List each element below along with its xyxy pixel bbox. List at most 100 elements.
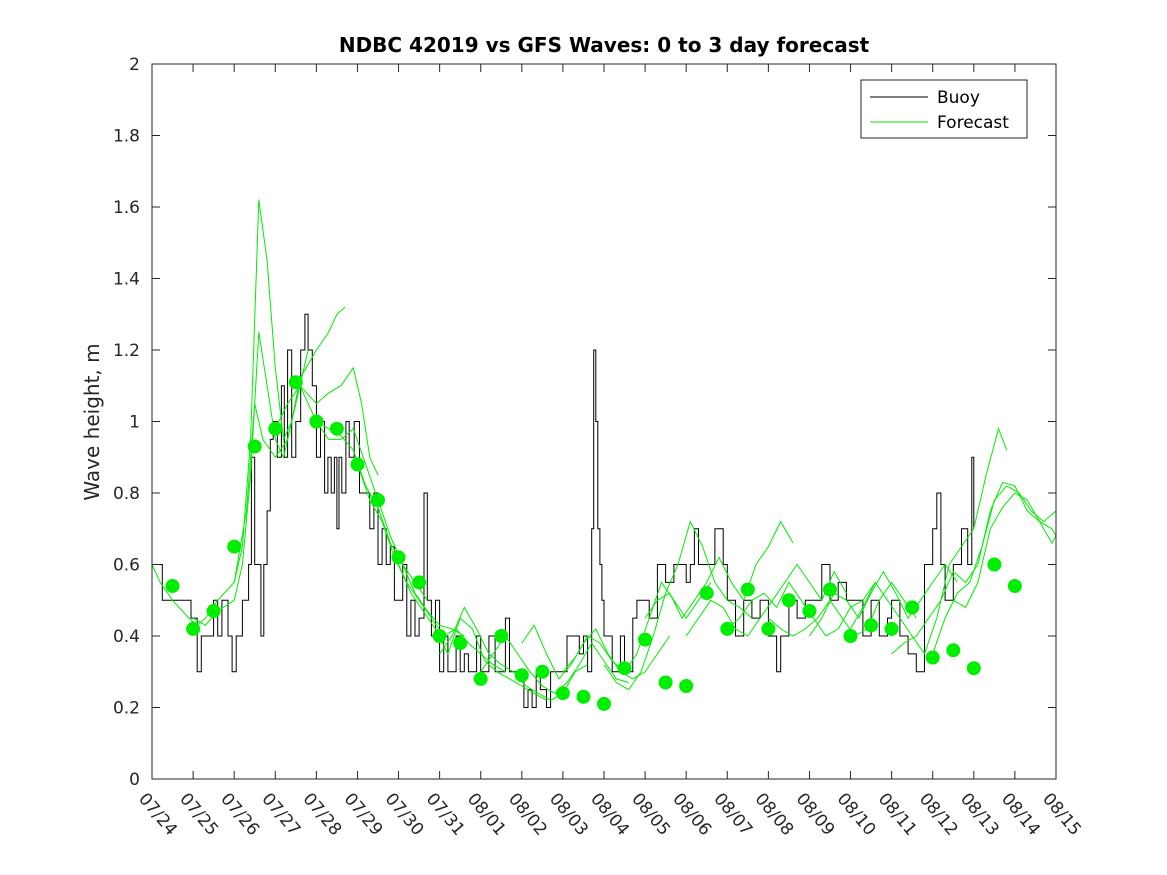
forecast-line [152, 199, 309, 626]
forecast-point [288, 375, 303, 390]
forecast-point [309, 414, 324, 429]
x-tick-label: 07/28 [299, 789, 346, 839]
x-tick-label: 08/15 [1038, 789, 1085, 839]
x-tick-label: 08/12 [915, 789, 962, 839]
forecast-point [925, 650, 940, 665]
y-tick-label: 1.4 [113, 270, 140, 290]
y-tick-label: 0 [129, 770, 140, 790]
forecast-line [850, 427, 1008, 656]
forecast-line [398, 564, 547, 701]
y-tick-label: 1.2 [113, 341, 140, 361]
forecast-line [316, 421, 465, 637]
forecast-point [781, 593, 796, 608]
x-tick-label: 07/29 [340, 789, 387, 839]
y-tick-label: 0.2 [113, 699, 140, 719]
x-tick-label: 08/14 [997, 789, 1044, 839]
forecast-point [165, 579, 180, 593]
x-tick-label: 08/06 [668, 789, 715, 839]
chart-title: NDBC 42019 vs GFS Waves: 0 to 3 day fore… [339, 33, 870, 57]
forecast-point [494, 629, 509, 643]
legend-box [860, 79, 1028, 139]
forecast-point [699, 586, 714, 601]
forecast-point [514, 668, 529, 683]
buoy-line [152, 313, 975, 708]
forecast-line [685, 563, 847, 637]
forecast-point [555, 686, 570, 701]
forecast-point [823, 582, 837, 597]
x-tick-label: 07/26 [216, 789, 263, 839]
y-tick-label: 0.8 [113, 484, 140, 504]
forecast-point [371, 493, 385, 508]
y-tick-label: 0.4 [113, 627, 140, 647]
x-tick-label: 08/10 [833, 789, 880, 839]
x-tick-label: 08/13 [956, 789, 1003, 839]
x-tick-label: 07/24 [134, 789, 181, 839]
forecast-point [329, 421, 344, 436]
forecast-point [412, 575, 427, 590]
forecast-point [761, 621, 776, 636]
y-tick-label: 1.8 [113, 127, 140, 147]
forecast-point [617, 661, 632, 676]
forecast-point [966, 661, 981, 676]
forecast-point [576, 689, 591, 704]
forecast-point [843, 629, 858, 643]
x-tick-label: 08/05 [627, 789, 674, 839]
y-tick-label: 1.6 [113, 198, 140, 218]
forecast-line [953, 492, 1056, 609]
forecast-point [247, 439, 262, 454]
forecast-line [768, 581, 917, 637]
x-tick-label: 08/02 [504, 789, 551, 839]
forecast-point [740, 582, 755, 597]
forecast-point [658, 675, 673, 690]
forecast-line [891, 481, 1056, 655]
plot-area [152, 64, 1056, 779]
x-tick-label: 08/03 [545, 789, 592, 839]
forecast-line [192, 306, 346, 626]
forecast-point [987, 557, 1002, 572]
forecast-point [453, 636, 468, 651]
forecast-point [720, 621, 735, 636]
forecast-point [227, 539, 242, 554]
x-tick-label: 08/08 [751, 789, 798, 839]
forecast-line [357, 464, 506, 673]
forecast-point [905, 600, 920, 615]
legend-forecast-label: Forecast [937, 113, 1009, 133]
forecast-point [946, 643, 961, 658]
x-tick-label: 08/07 [709, 789, 756, 839]
forecast-point [432, 629, 447, 643]
forecast-point [350, 457, 365, 472]
forecast-point [186, 621, 201, 636]
forecast-point [206, 604, 221, 618]
legend-buoy-label: Buoy [937, 88, 980, 108]
forecast-point [1007, 579, 1022, 593]
y-axis-label: Wave height, m [80, 343, 104, 500]
forecast-line [521, 624, 671, 680]
x-tick-label: 08/01 [463, 789, 510, 839]
forecast-point [679, 679, 694, 693]
y-tick-label: 2 [129, 55, 140, 75]
forecast-point [884, 621, 899, 636]
legend: Buoy Forecast [860, 79, 1028, 139]
forecast-line [562, 581, 712, 673]
forecast-point [638, 632, 653, 647]
forecast-line [233, 366, 379, 583]
x-tick-label: 08/04 [586, 789, 633, 839]
x-tick-label: 07/25 [175, 789, 222, 839]
forecast-line [726, 581, 876, 637]
forecast-point [473, 671, 488, 686]
forecast-point [802, 604, 817, 618]
forecast-point [864, 618, 879, 633]
x-tick-label: 08/09 [792, 789, 839, 839]
forecast-point [391, 550, 406, 565]
forecast-point [268, 421, 283, 436]
x-tick-label: 07/31 [422, 789, 469, 839]
forecast-point [597, 696, 611, 711]
y-tick-label: 0.6 [113, 556, 140, 576]
y-tick-label: 1 [129, 413, 140, 433]
forecast-point [535, 664, 550, 679]
x-tick-label: 07/27 [257, 789, 304, 839]
x-tick-label: 08/11 [874, 789, 921, 839]
x-tick-label: 07/30 [381, 789, 428, 839]
forecast-line [644, 520, 794, 620]
